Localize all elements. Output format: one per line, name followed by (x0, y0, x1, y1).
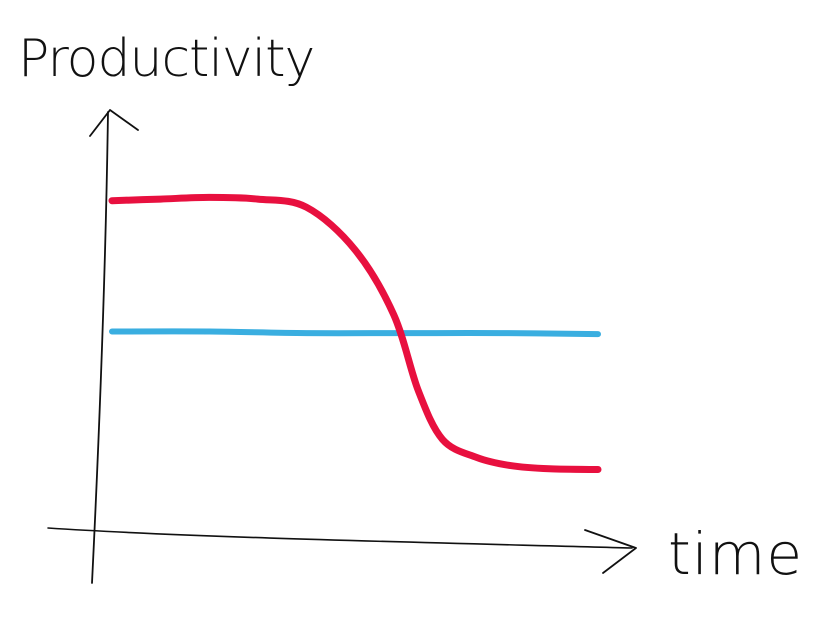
x-axis-label: time (668, 520, 803, 588)
series-line-1 (109, 328, 601, 338)
x-axis-arrowhead (584, 529, 637, 574)
series-line-0 (108, 193, 602, 473)
y-axis (91, 111, 109, 584)
y-axis-arrowhead (89, 109, 139, 137)
y-axis-label: Productivity (18, 29, 314, 89)
x-axis (47, 527, 633, 549)
series-layer (108, 193, 602, 473)
